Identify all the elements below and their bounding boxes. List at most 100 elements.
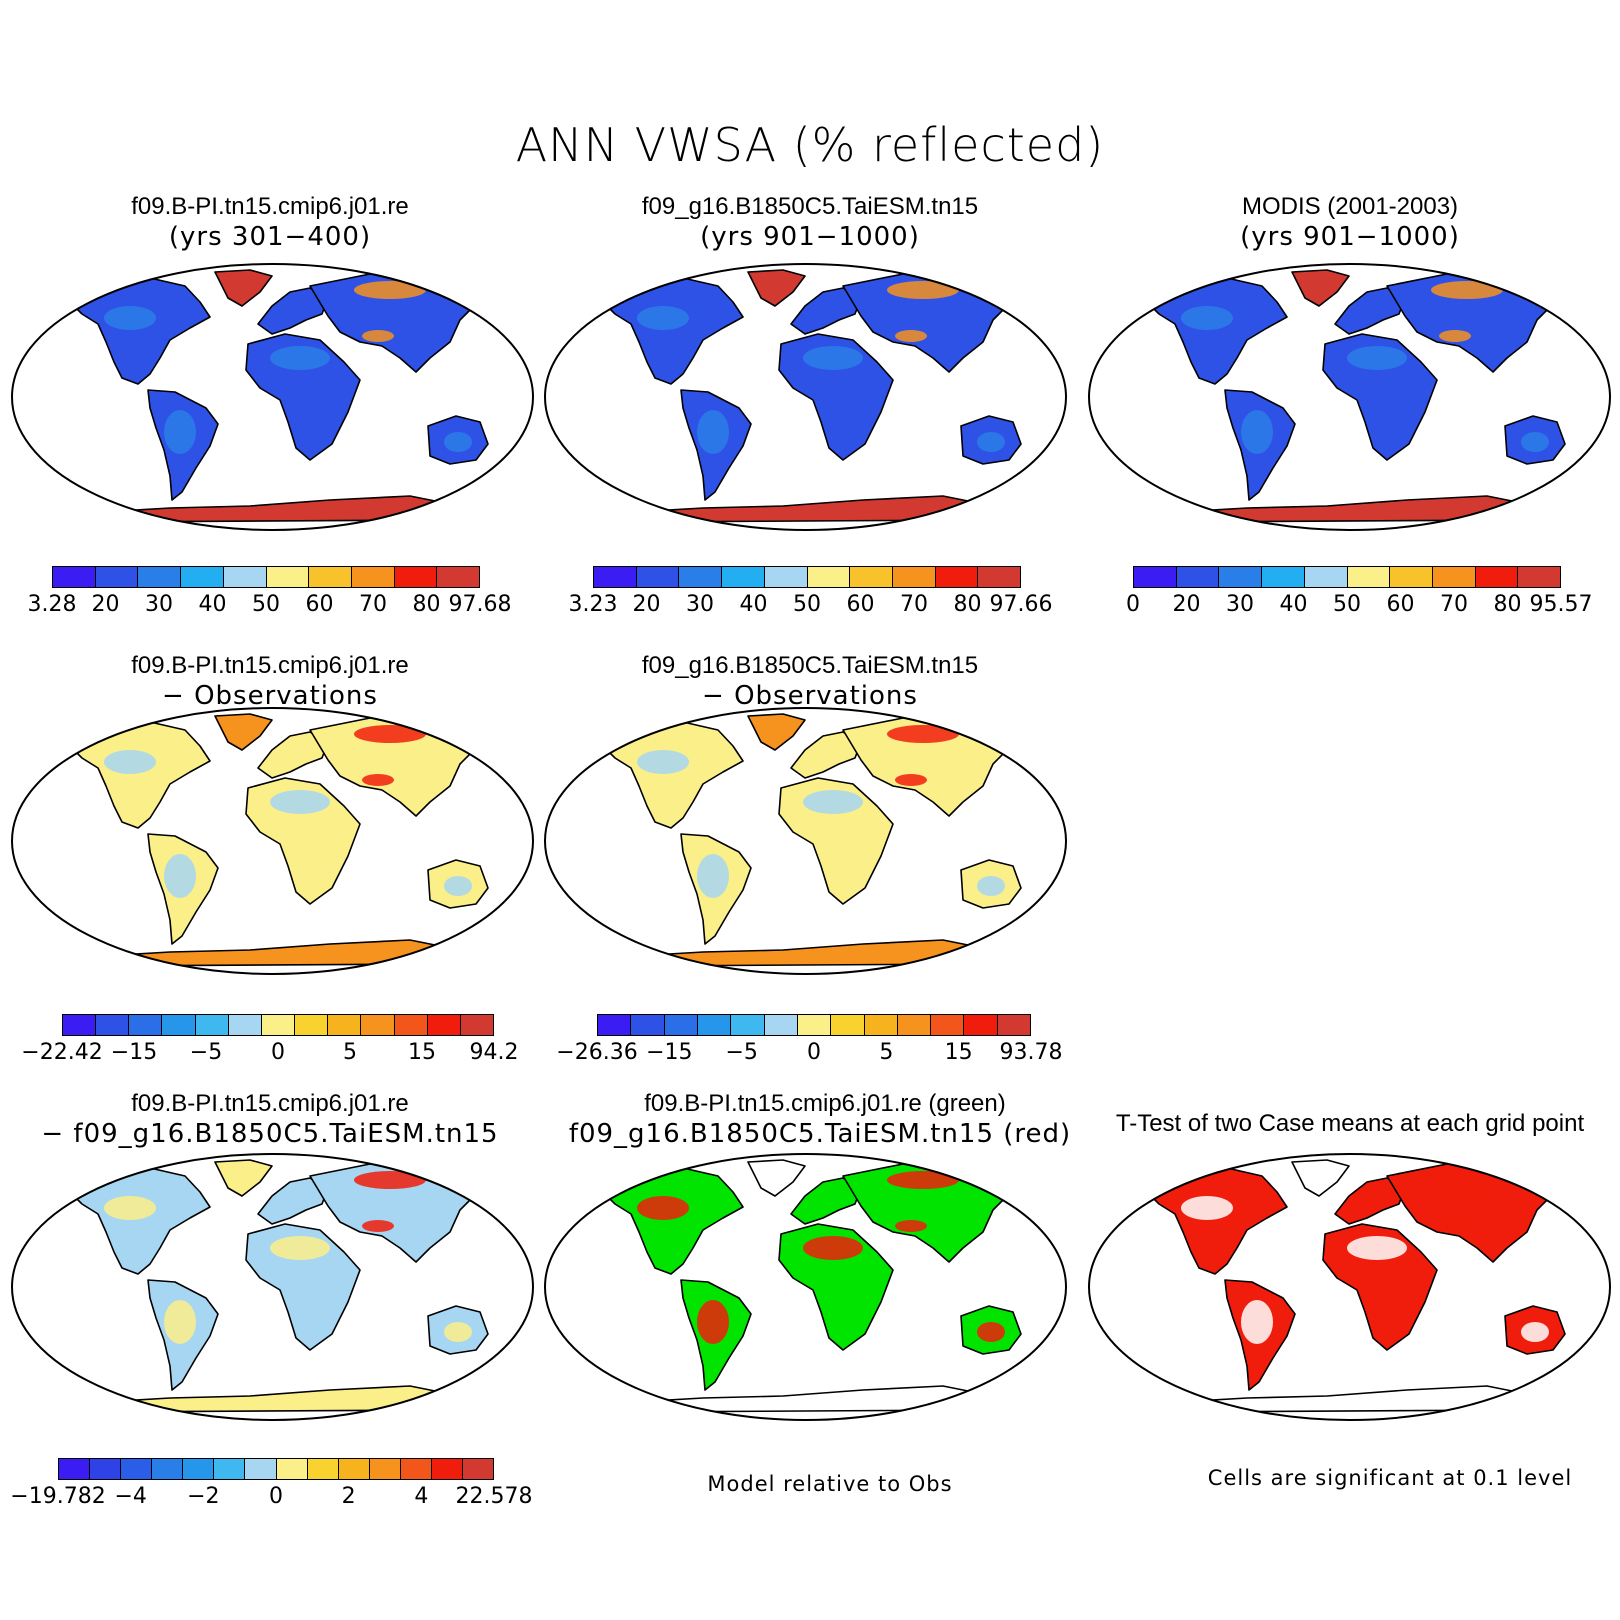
- colorbar-swatch: [797, 1015, 832, 1035]
- sahara-patch: [270, 790, 330, 814]
- colorbar-tick-label: 50: [793, 592, 821, 617]
- north-america-landmass: [69, 1167, 211, 1275]
- north-america-landmass: [1146, 277, 1288, 385]
- sahara-patch: [1347, 1236, 1407, 1260]
- north-america-patch: [104, 1196, 156, 1220]
- greenland-landmass: [1291, 1159, 1350, 1197]
- map-panel-4: [11, 707, 534, 975]
- siberia-patch: [1431, 1171, 1503, 1189]
- colorbar-swatch: [978, 567, 1021, 587]
- colorbar-tick-label: −22.42: [21, 1040, 103, 1065]
- australia-patch: [444, 432, 472, 452]
- siberia-patch: [887, 281, 959, 299]
- colorbar-tick-label: 15: [408, 1040, 436, 1065]
- north-america-patch: [1181, 306, 1233, 330]
- colorbar-swatch: [864, 1015, 898, 1035]
- colorbar-tick-label: 60: [305, 592, 334, 617]
- colorbar-tick-label: −4: [114, 1484, 147, 1509]
- colorbar-swatch: [152, 1459, 184, 1479]
- map-content: [1146, 269, 1566, 523]
- colorbar-swatches: [52, 566, 480, 588]
- map-panel-3: [1088, 263, 1611, 531]
- australia-patch: [444, 876, 472, 896]
- sahara-patch: [270, 346, 330, 370]
- colorbar-swatch: [63, 1015, 97, 1035]
- colorbar-tick-label: 0: [1126, 592, 1140, 617]
- antarctica-landmass: [101, 939, 441, 967]
- colorbar-swatch: [369, 1459, 401, 1479]
- tibet-patch: [895, 330, 927, 342]
- colorbar-swatch: [223, 567, 267, 587]
- africa-landmass: [245, 777, 361, 905]
- australia-patch: [1521, 432, 1549, 452]
- colorbar-tick-label: 60: [1386, 592, 1415, 617]
- figure-title: ANN VWSA (% reflected): [515, 118, 1105, 172]
- colorbar-swatch: [295, 1015, 329, 1035]
- panel-3-subtitle: (yrs 901−1000): [1240, 222, 1460, 252]
- colorbar-swatch: [931, 1015, 965, 1035]
- colorbar-swatch: [95, 567, 139, 587]
- colorbar-tick-label: 40: [739, 592, 768, 617]
- panel-2-subtitle: (yrs 901−1000): [700, 222, 920, 252]
- amazon-patch: [164, 1300, 196, 1344]
- colorbar-swatch: [394, 567, 438, 587]
- colorbar-swatch: [183, 1459, 215, 1479]
- sahara-patch: [803, 790, 863, 814]
- sahara-patch: [1347, 346, 1407, 370]
- amazon-patch: [697, 410, 729, 454]
- colorbar-swatch: [1176, 567, 1220, 587]
- colorbar-tick-label: 94.2: [469, 1040, 519, 1065]
- tibet-patch: [362, 774, 394, 786]
- tibet-patch: [362, 330, 394, 342]
- australia-patch: [1521, 1322, 1549, 1342]
- panel-5-subtitle: − Observations: [702, 681, 918, 711]
- colorbar-swatch: [1219, 567, 1263, 587]
- colorbar-tick-label: −15: [646, 1040, 693, 1065]
- colorbar-tick-label: 40: [198, 592, 227, 617]
- map-panel-5: [544, 707, 1067, 975]
- colorbar-tick-label: 5: [879, 1040, 894, 1065]
- africa-landmass: [245, 1223, 361, 1351]
- colorbar-swatch: [431, 1459, 464, 1479]
- colorbar-swatch: [935, 567, 979, 587]
- colorbar-tick-label: 30: [1226, 592, 1254, 617]
- africa-landmass: [778, 777, 894, 905]
- map-content: [69, 269, 489, 523]
- australia-patch: [977, 1322, 1005, 1342]
- colorbar-swatch: [394, 1015, 428, 1035]
- map-frame: [544, 1153, 1067, 1421]
- amazon-patch: [697, 854, 729, 898]
- colorbar-swatch: [1304, 567, 1348, 587]
- colorbar-swatch: [307, 1459, 339, 1479]
- north-america-patch: [637, 750, 689, 774]
- panel-6-title: f09.B-PI.tn15.cmip6.j01.re: [131, 1090, 409, 1117]
- colorbar-tick-label: −5: [189, 1040, 223, 1065]
- antarctica-landmass: [1178, 495, 1518, 523]
- colorbar-swatch: [964, 1015, 998, 1035]
- sahara-patch: [803, 346, 863, 370]
- north-america-landmass: [1146, 1167, 1288, 1275]
- colorbar-swatch: [437, 567, 480, 587]
- colorbar-swatch: [460, 1015, 494, 1035]
- panel-7-title: f09.B-PI.tn15.cmip6.j01.re (green): [644, 1090, 1006, 1117]
- amazon-patch: [697, 1300, 729, 1344]
- significance-note: Cells are significant at 0.1 level: [1207, 1466, 1573, 1490]
- colorbar-swatch: [181, 567, 224, 587]
- colorbar-tick-label: 3.28: [27, 592, 77, 617]
- colorbar-swatch: [309, 567, 352, 587]
- map-frame: [1088, 263, 1611, 531]
- panel-3-title: MODIS (2001-2003): [1241, 193, 1459, 220]
- north-america-patch: [104, 750, 156, 774]
- tibet-patch: [1439, 330, 1471, 342]
- colorbar-tick-label: 30: [686, 592, 714, 617]
- greenland-landmass: [747, 269, 806, 307]
- colorbar-tick-label: −2: [187, 1484, 220, 1509]
- panel-2-title: f09_g16.B1850C5.TaiESM.tn15: [641, 193, 979, 220]
- greenland-landmass: [214, 1159, 273, 1197]
- colorbar-swatch: [850, 567, 893, 587]
- colorbar-swatch: [1432, 567, 1476, 587]
- colorbar-swatch: [697, 1015, 732, 1035]
- colorbar-panel-1: 3.28 20 30 40 50 60 70 80 97.68: [28, 566, 511, 626]
- colorbar-swatch: [636, 567, 680, 587]
- map-panel-8: [1088, 1153, 1611, 1421]
